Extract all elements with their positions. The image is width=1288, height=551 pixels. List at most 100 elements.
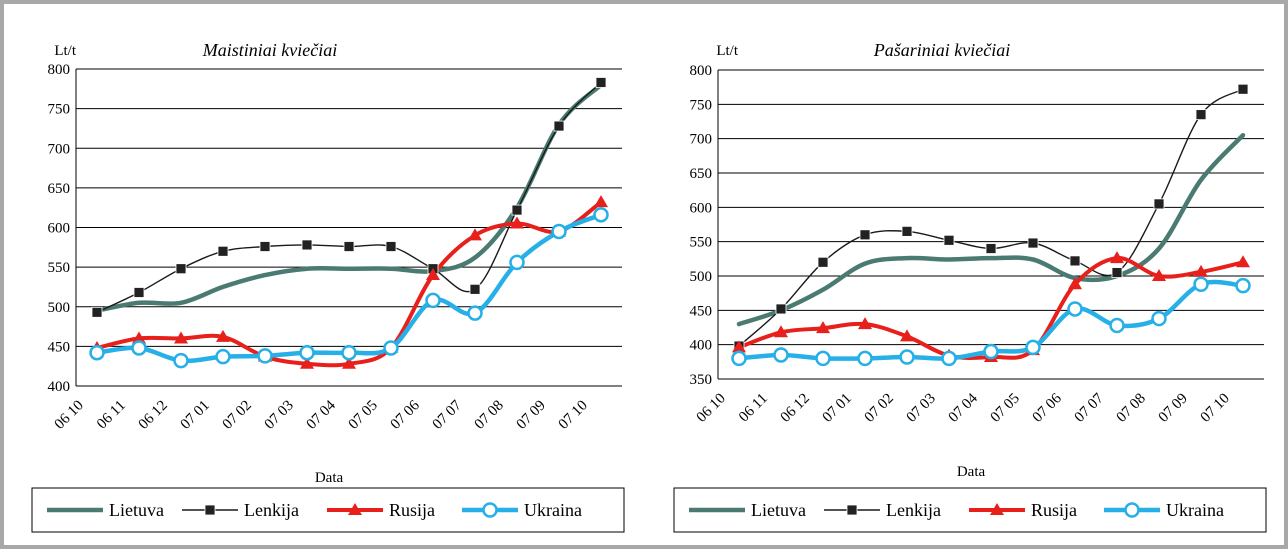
data-point-ukraina bbox=[857, 350, 873, 367]
data-point-ukraina bbox=[509, 254, 525, 271]
x-tick-label: 06 12 bbox=[778, 391, 813, 426]
x-axis-label: Data bbox=[957, 464, 986, 480]
legend-marker-ukraina bbox=[1124, 502, 1140, 518]
data-point-ukraina bbox=[425, 292, 441, 309]
x-tick-label: 06 11 bbox=[94, 398, 129, 433]
x-tick-label: 07 03 bbox=[262, 398, 297, 433]
y-tick-label: 450 bbox=[48, 339, 71, 355]
data-point-lenkija bbox=[91, 306, 103, 318]
data-point-lenkija bbox=[817, 256, 829, 268]
data-point-rusija bbox=[816, 321, 830, 334]
y-tick-label: 550 bbox=[690, 235, 713, 251]
data-point-lenkija bbox=[259, 241, 271, 252]
chart-title: Maistiniai kviečiai bbox=[202, 40, 337, 60]
legend-label: Lietuva bbox=[109, 500, 164, 520]
data-point-rusija bbox=[774, 325, 788, 338]
y-tick-label: 350 bbox=[690, 372, 713, 388]
x-tick-label: 07 01 bbox=[820, 391, 855, 426]
data-point-rusija bbox=[594, 195, 608, 208]
x-tick-label: 06 12 bbox=[136, 398, 171, 433]
data-point-ukraina bbox=[1025, 339, 1041, 356]
data-point-ukraina bbox=[593, 207, 609, 223]
data-point-lenkija bbox=[775, 303, 787, 315]
x-tick-label: 06 10 bbox=[52, 398, 87, 433]
data-point-ukraina bbox=[815, 350, 831, 367]
x-tick-label: 07 06 bbox=[1030, 390, 1066, 426]
data-point-rusija bbox=[900, 329, 914, 342]
x-tick-label: 06 10 bbox=[694, 391, 729, 426]
data-point-lenkija bbox=[1195, 109, 1207, 121]
y-axis-label: Lt/t bbox=[716, 43, 738, 59]
data-point-ukraina bbox=[773, 347, 789, 363]
y-tick-label: 700 bbox=[690, 132, 713, 148]
x-tick-label: 07 10 bbox=[556, 398, 591, 433]
x-tick-label: 07 05 bbox=[346, 398, 381, 433]
data-point-rusija bbox=[1068, 277, 1082, 290]
legend-marker-lenkija bbox=[204, 504, 216, 516]
x-tick-label: 07 09 bbox=[514, 398, 549, 433]
y-tick-label: 800 bbox=[690, 63, 713, 79]
y-tick-label: 600 bbox=[48, 221, 71, 237]
x-tick-label: 07 04 bbox=[304, 397, 340, 433]
data-point-ukraina bbox=[173, 352, 189, 369]
legend-label: Lenkija bbox=[244, 500, 299, 520]
x-tick-label: 07 02 bbox=[220, 398, 255, 433]
legend-marker-ukraina bbox=[482, 502, 498, 518]
data-point-lenkija bbox=[1111, 267, 1123, 278]
data-point-ukraina bbox=[215, 348, 231, 365]
data-point-rusija bbox=[300, 356, 314, 369]
y-tick-label: 500 bbox=[48, 300, 71, 316]
x-tick-label: 07 03 bbox=[904, 391, 939, 426]
data-point-lenkija bbox=[1069, 255, 1081, 267]
data-point-ukraina bbox=[383, 340, 399, 356]
data-point-ukraina bbox=[467, 305, 483, 321]
series-line-lietuva bbox=[736, 132, 1246, 327]
data-point-ukraina bbox=[89, 344, 105, 361]
data-point-ukraina bbox=[1235, 277, 1251, 294]
chart-panel-pasariniai: 350 400 450 500 550 600 650 700 750 800 06 10 06 11… bbox=[652, 10, 1282, 546]
data-point-ukraina bbox=[1109, 317, 1125, 334]
legend-label: Ukraina bbox=[1166, 500, 1224, 520]
data-point-lenkija bbox=[1027, 237, 1039, 249]
data-point-lenkija bbox=[595, 77, 607, 88]
y-tick-label: 500 bbox=[690, 269, 713, 285]
data-point-lenkija bbox=[901, 225, 913, 237]
series-line-lietuva bbox=[94, 82, 604, 313]
y-tick-label: 700 bbox=[48, 141, 71, 157]
legend-label: Rusija bbox=[1031, 500, 1077, 520]
data-point-ukraina bbox=[299, 344, 315, 361]
x-tick-label: 07 08 bbox=[1114, 391, 1149, 426]
x-tick-label: 07 04 bbox=[946, 390, 982, 426]
y-tick-label: 600 bbox=[690, 200, 713, 216]
data-point-rusija bbox=[426, 268, 440, 281]
data-point-lenkija bbox=[217, 245, 229, 257]
y-axis-label: Lt/t bbox=[54, 43, 76, 59]
data-point-lenkija bbox=[511, 204, 523, 216]
series-line-rusija bbox=[95, 200, 603, 368]
data-point-lenkija bbox=[553, 120, 565, 132]
data-point-ukraina bbox=[983, 343, 999, 360]
data-point-lenkija bbox=[301, 239, 313, 251]
data-point-lenkija bbox=[1237, 83, 1249, 95]
y-tick-label: 400 bbox=[690, 338, 713, 354]
data-point-rusija bbox=[468, 228, 482, 241]
data-point-lenkija bbox=[469, 283, 481, 295]
data-point-rusija bbox=[216, 329, 230, 342]
data-point-ukraina bbox=[551, 223, 567, 240]
data-point-lenkija bbox=[859, 229, 871, 241]
chart-maistiniai: 400 450 500 550 600 650 700 750 800 06 10 06 11 06 … bbox=[31, 40, 625, 533]
y-tick-label: 650 bbox=[48, 181, 71, 197]
legend-label: Ukraina bbox=[524, 500, 582, 520]
legend-label: Rusija bbox=[389, 500, 435, 520]
x-tick-label: 07 09 bbox=[1156, 391, 1191, 426]
legend-label: Lenkija bbox=[886, 500, 941, 520]
data-point-lenkija bbox=[343, 241, 355, 252]
data-point-ukraina bbox=[341, 344, 357, 361]
x-tick-label: 06 11 bbox=[736, 391, 771, 426]
data-point-ukraina bbox=[257, 348, 273, 364]
series-line-rusija bbox=[737, 256, 1245, 360]
y-tick-label: 750 bbox=[690, 97, 713, 113]
data-point-ukraina bbox=[1151, 310, 1167, 327]
data-point-rusija bbox=[1236, 255, 1250, 268]
